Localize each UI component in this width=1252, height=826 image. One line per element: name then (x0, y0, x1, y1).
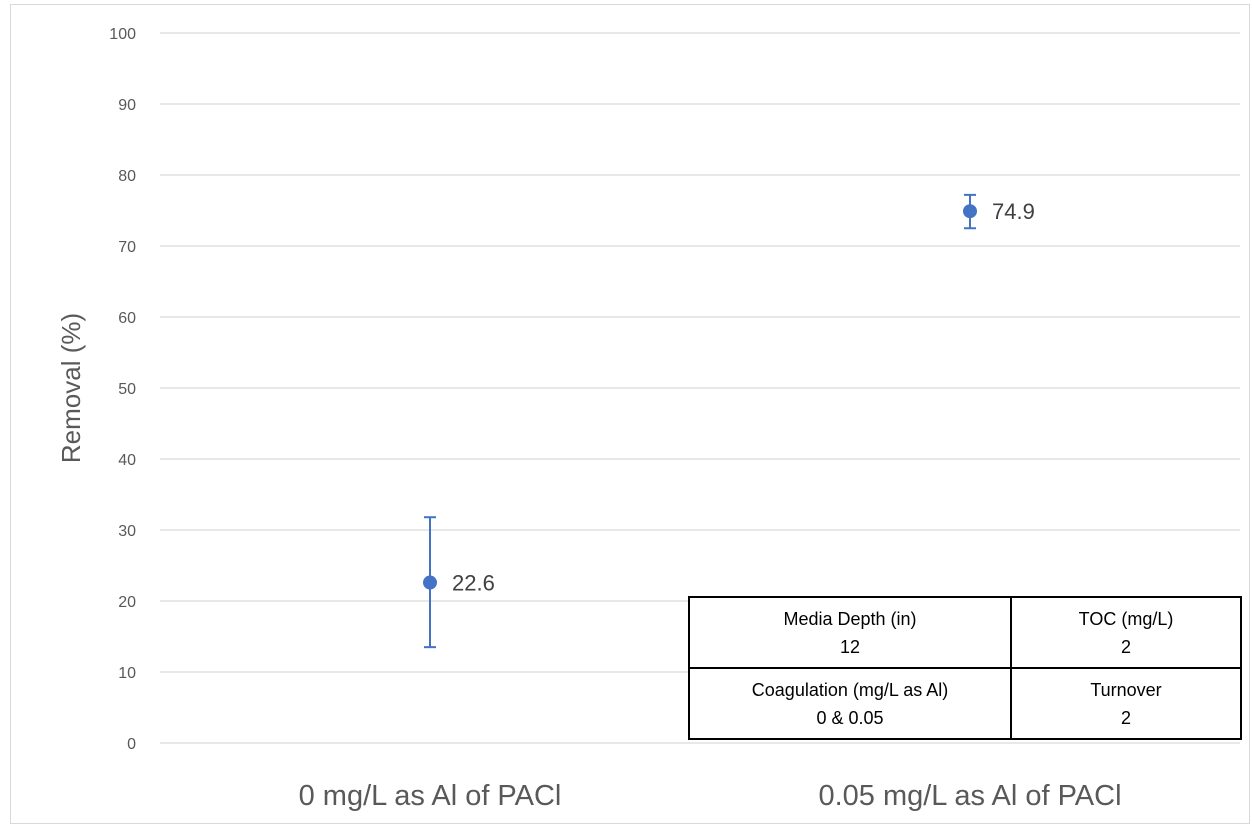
x-category-label: 0 mg/L as Al of PACl (299, 780, 562, 812)
y-tick-label: 80 (118, 168, 136, 185)
y-tick-label: 20 (118, 594, 136, 611)
y-tick-label: 60 (118, 310, 136, 327)
toc-label: TOC (mg/L) (1078, 608, 1174, 629)
coagulation-label: Coagulation (mg/L as Al) (751, 679, 949, 700)
table-row: Coagulation (mg/L as Al) 0 & 0.05 Turnov… (688, 667, 1242, 740)
y-axis-label: Removal (%) (56, 313, 86, 463)
table-cell-turnover: Turnover 2 (1010, 667, 1242, 740)
y-tick-label: 40 (118, 452, 136, 469)
parameters-table: Media Depth (in) 12 TOC (mg/L) 2 Coagula… (688, 596, 1242, 740)
y-tick-label: 70 (118, 239, 136, 256)
y-tick-label: 100 (109, 26, 136, 43)
y-tick-label: 50 (118, 381, 136, 398)
data-label: 74.9 (992, 199, 1035, 224)
data-label: 22.6 (452, 571, 495, 596)
table-row: Media Depth (in) 12 TOC (mg/L) 2 (688, 596, 1242, 669)
x-axis-categories: 0 mg/L as Al of PACl 0.05 mg/L as Al of P… (299, 780, 1122, 812)
turnover-label: Turnover (1090, 679, 1162, 700)
y-axis-ticks: 0 10 20 30 40 50 60 70 80 90 100 (109, 26, 136, 753)
data-point (423, 575, 437, 590)
x-category-label: 0.05 mg/L as Al of PACl (818, 780, 1121, 812)
data-point (963, 204, 977, 219)
turnover-value: 2 (1120, 707, 1131, 728)
table-cell-toc: TOC (mg/L) 2 (1010, 596, 1242, 669)
table-cell-coagulation: Coagulation (mg/L as Al) 0 & 0.05 (688, 667, 1012, 740)
media-depth-value: 12 (839, 636, 861, 657)
gridlines (160, 32, 1240, 744)
y-tick-label: 0 (127, 736, 136, 753)
coagulation-value: 0 & 0.05 (816, 707, 884, 728)
toc-value: 2 (1120, 636, 1131, 657)
data-marks: 22.6 74.9 (423, 193, 1035, 649)
table-cell-media-depth: Media Depth (in) 12 (688, 596, 1012, 669)
y-tick-label: 90 (118, 97, 136, 114)
y-tick-label: 30 (118, 523, 136, 540)
y-tick-label: 10 (118, 665, 136, 682)
media-depth-label: Media Depth (in) (783, 608, 917, 629)
